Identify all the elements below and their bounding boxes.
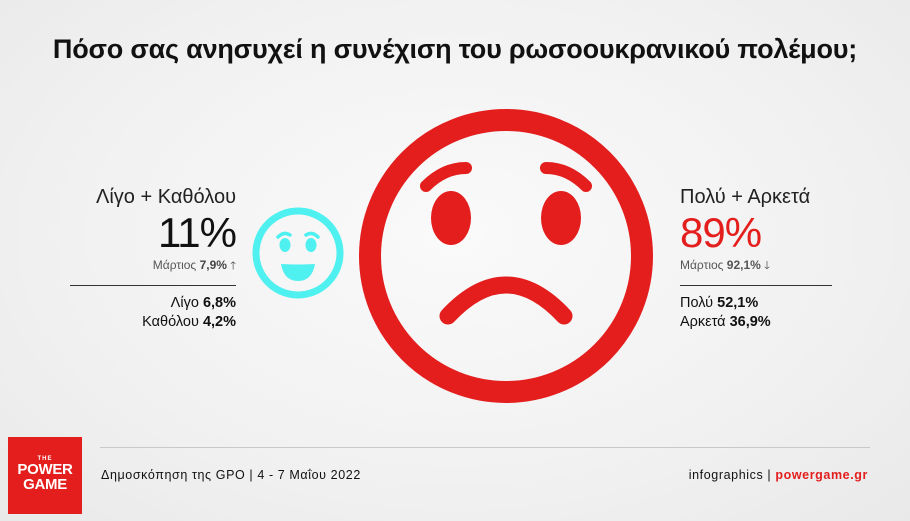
divider <box>70 285 236 287</box>
credit-prefix: infographics | <box>688 468 772 482</box>
high-concern-previous: Μάρτιος 92,1% 🡓 <box>680 257 832 276</box>
logo-word-power: POWER <box>17 461 73 478</box>
breakdown-value: 52,1% <box>717 295 759 312</box>
breakdown-label: Αρκετά <box>680 314 726 331</box>
breakdown-value: 36,9% <box>729 314 771 331</box>
previous-label: Μάρτιος <box>680 258 724 273</box>
up-arrow-icon: 🡑 <box>230 260 236 273</box>
high-concern-panel: Πολύ + Αρκετά 89% Μάρτιος 92,1% 🡓 Πολύ 5… <box>680 186 832 332</box>
site-link[interactable]: powergame.gr <box>775 468 868 482</box>
power-game-logo: THE POWER GAME <box>8 437 82 514</box>
down-arrow-icon: 🡓 <box>764 260 770 273</box>
credit: infographics | powergame.gr <box>689 468 868 482</box>
breakdown-label: Πολύ <box>680 295 714 312</box>
low-concern-category: Λίγο + Καθόλου <box>96 186 236 208</box>
divider <box>680 285 832 287</box>
low-concern-percent: 11% <box>158 209 237 256</box>
logo-word-game: GAME <box>23 476 67 493</box>
breakdown-item: Πολύ 52,1% <box>680 294 832 313</box>
breakdown-label: Λίγο <box>170 295 199 312</box>
high-concern-category: Πολύ + Αρκετά <box>680 186 811 208</box>
breakdown-label: Καθόλου <box>142 314 199 331</box>
worried-face-icon <box>359 109 653 403</box>
high-concern-percent: 89% <box>680 209 762 256</box>
breakdown-item: Λίγο 6,8% <box>70 294 236 313</box>
breakdown-item: Καθόλου 4,2% <box>70 313 236 332</box>
footer-divider <box>100 447 870 448</box>
low-concern-panel: Λίγο + Καθόλου 11% Μάρτιος 7,9% 🡑 Λίγο 6… <box>70 186 237 332</box>
previous-value: 7,9% <box>199 258 227 273</box>
survey-source: Δημοσκόπηση της GPO | 4 - 7 Μαΐου 2022 <box>101 468 361 482</box>
previous-value: 92,1% <box>726 258 761 273</box>
previous-label: Μάρτιος <box>152 258 197 273</box>
low-concern-previous: Μάρτιος 7,9% 🡑 <box>70 257 236 276</box>
breakdown-value: 4,2% <box>202 314 236 331</box>
breakdown-value: 6,8% <box>202 295 236 312</box>
logo-the: THE <box>37 456 53 462</box>
smiling-face-icon <box>252 207 344 299</box>
page-title: Πόσο σας ανησυχεί η συνέχιση του ρωσοουκ… <box>52 34 858 64</box>
breakdown-item: Αρκετά 36,9% <box>680 313 832 332</box>
